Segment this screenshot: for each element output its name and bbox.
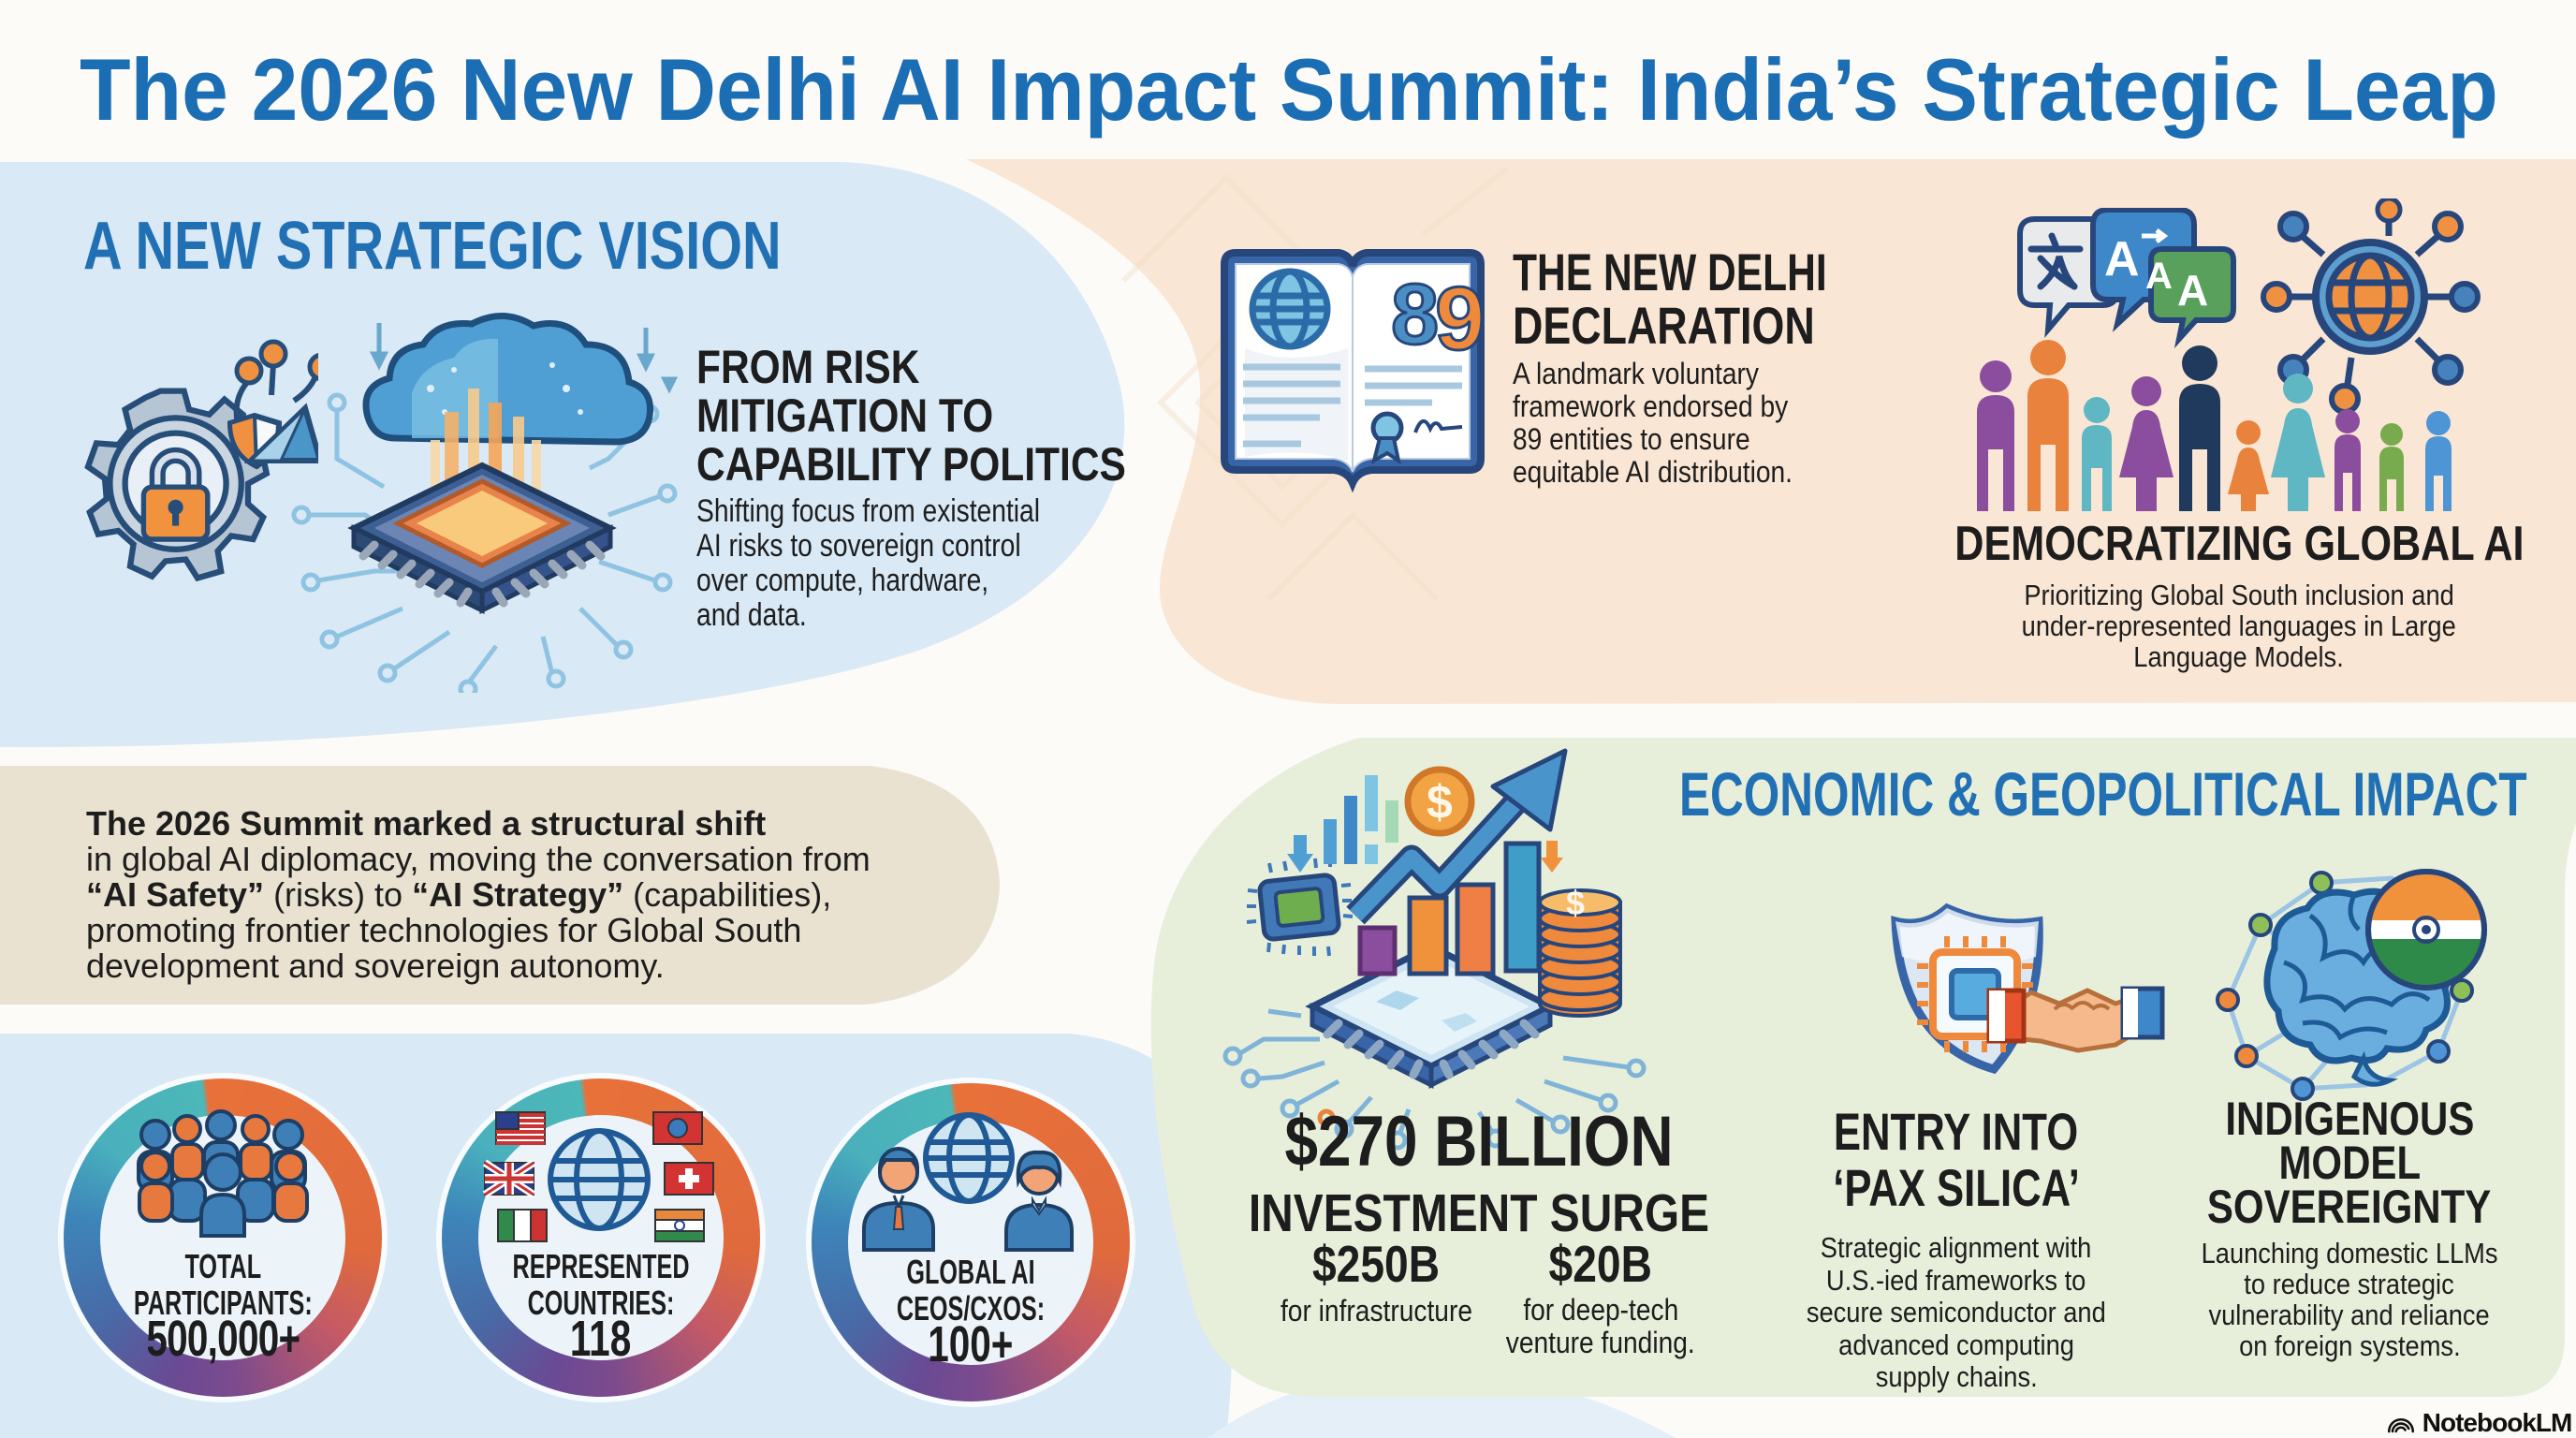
svg-text:A: A — [2177, 266, 2208, 315]
svg-text:A: A — [2145, 256, 2173, 297]
svg-text:8: 8 — [1391, 267, 1439, 362]
svg-text:$: $ — [1566, 884, 1585, 922]
svg-text:A: A — [2104, 232, 2140, 286]
svg-text:9: 9 — [1435, 269, 1485, 369]
svg-text:$: $ — [1427, 776, 1453, 829]
